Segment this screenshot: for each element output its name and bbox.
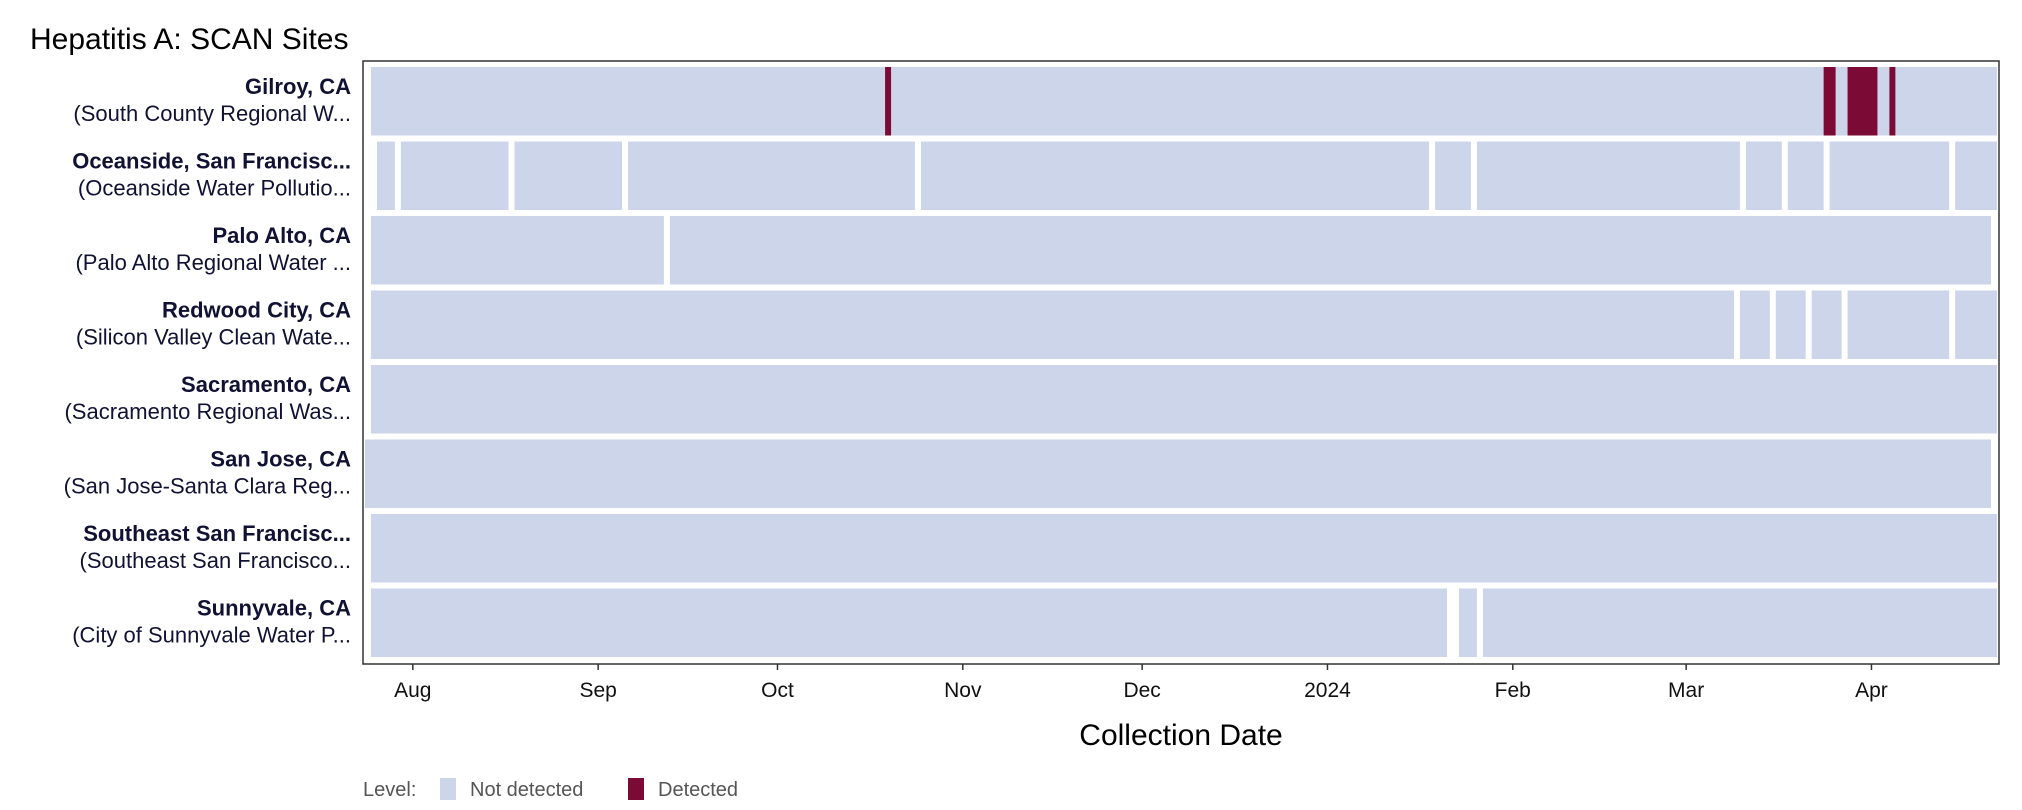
cell-not-detected xyxy=(370,365,1998,434)
x-tick-label: Nov xyxy=(944,679,982,702)
cell-not-detected xyxy=(1775,290,1806,359)
row-label-plant: (Sacramento Regional Was... xyxy=(64,399,351,424)
heatmap-row xyxy=(370,290,1997,359)
cell-not-detected xyxy=(370,588,1448,657)
legend-label-detected: Detected xyxy=(658,779,738,801)
row-label-name: San Jose, CA xyxy=(210,447,351,472)
cell-not-detected xyxy=(1787,141,1824,210)
cell-detected xyxy=(1889,67,1896,136)
x-axis-label: Collection Date xyxy=(1079,719,1282,752)
x-tick-label: Mar xyxy=(1668,679,1704,702)
x-tick-label: Oct xyxy=(761,679,794,702)
row-label-plant: (Palo Alto Regional Water ... xyxy=(75,250,351,275)
row-label-name: Redwood City, CA xyxy=(162,298,351,323)
cell-not-detected xyxy=(370,216,664,285)
row-label-name: Southeast San Francisc... xyxy=(83,521,351,546)
cell-detected xyxy=(885,67,892,136)
cell-detected xyxy=(1847,67,1878,136)
x-tick-label: Dec xyxy=(1123,679,1160,702)
x-tick-label: Sep xyxy=(579,679,616,702)
heatmap-row xyxy=(370,365,1998,434)
heatmap-row xyxy=(370,588,1997,657)
cell-not-detected xyxy=(365,439,1992,508)
heatmap-row xyxy=(370,216,1992,285)
cell-not-detected xyxy=(1847,290,1950,359)
plot-frame xyxy=(362,60,2000,665)
cell-not-detected xyxy=(1476,141,1740,210)
x-tick-label: 2024 xyxy=(1304,679,1351,702)
cell-detected xyxy=(1823,67,1836,136)
row-label-name: Sacramento, CA xyxy=(181,372,351,397)
row-label-plant: (Oceanside Water Pollutio... xyxy=(78,176,351,201)
cell-not-detected xyxy=(1991,290,1997,359)
legend-label-not-detected: Not detected xyxy=(470,779,583,801)
cell-not-detected xyxy=(514,141,623,210)
cell-not-detected xyxy=(1435,141,1471,210)
cell-not-detected xyxy=(1745,141,1782,210)
legend-swatch-detected xyxy=(628,778,644,800)
row-label-plant: (South County Regional W... xyxy=(73,101,351,126)
chart-title: Hepatitis A: SCAN Sites xyxy=(30,23,348,56)
cell-not-detected xyxy=(376,141,395,210)
legend: Level: Not detected Detected xyxy=(363,778,738,801)
row-label-name: Palo Alto, CA xyxy=(212,223,351,248)
cell-not-detected xyxy=(628,141,915,210)
row-labels: Gilroy, CA(South County Regional W... Oce… xyxy=(64,74,351,648)
cell-not-detected xyxy=(370,290,1734,359)
cell-not-detected xyxy=(1811,290,1842,359)
row-label-name: Oceanside, San Francisc... xyxy=(72,149,351,174)
cell-not-detected xyxy=(370,514,1998,583)
heatmap-cells xyxy=(365,67,1998,657)
row-label-plant: (Southeast San Francisco... xyxy=(80,548,351,573)
row-label-plant: (Silicon Valley Clean Wate... xyxy=(76,325,351,350)
legend-swatch-not-detected xyxy=(440,778,456,800)
cell-not-detected xyxy=(1739,290,1770,359)
x-tick-label: Feb xyxy=(1495,679,1531,702)
cell-not-detected xyxy=(1955,290,1992,359)
cell-not-detected xyxy=(669,216,1992,285)
cell-not-detected xyxy=(1458,588,1477,657)
x-tick-label: Apr xyxy=(1855,679,1888,702)
x-axis: Aug Sep Oct Nov Dec 2024 Feb Mar Apr xyxy=(394,664,1888,702)
legend-title: Level: xyxy=(363,779,416,801)
cell-not-detected xyxy=(1829,141,1950,210)
cell-not-detected xyxy=(370,67,1998,136)
row-label-name: Sunnyvale, CA xyxy=(197,596,351,621)
row-label-plant: (San Jose-Santa Clara Reg... xyxy=(64,474,351,499)
cell-not-detected xyxy=(1482,588,1997,657)
heatmap-row xyxy=(376,141,1997,210)
cell-not-detected xyxy=(400,141,509,210)
heatmap-row xyxy=(370,67,1998,136)
heatmap-row xyxy=(365,439,1992,508)
heatmap-row xyxy=(370,514,1998,583)
row-label-name: Gilroy, CA xyxy=(245,74,351,99)
cell-not-detected xyxy=(920,141,1430,210)
x-tick-label: Aug xyxy=(394,679,431,702)
row-label-plant: (City of Sunnyvale Water P... xyxy=(72,623,351,648)
cell-not-detected xyxy=(1955,141,1997,210)
